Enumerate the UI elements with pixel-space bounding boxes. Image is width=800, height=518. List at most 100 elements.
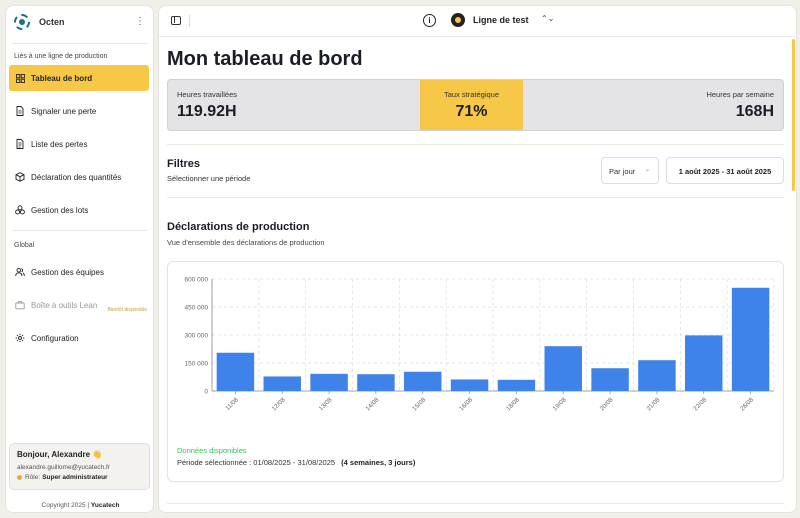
x-tick-label: 22/08 [692, 396, 708, 412]
x-tick-label: 19/08 [552, 396, 568, 412]
stat-value: 71% [455, 103, 488, 120]
sidebar-toggle-icon[interactable] [171, 16, 181, 25]
x-tick-label: 16/08 [458, 396, 474, 412]
more-options-icon[interactable]: ⋮ [135, 16, 145, 27]
x-tick-label: 12/08 [271, 396, 287, 412]
period-duration: (4 semaines, 3 jours) [341, 458, 416, 467]
user-greeting: Bonjour, Alexandre 👋 [17, 450, 103, 459]
x-tick-label: 20/08 [599, 396, 615, 412]
sidebar-item-lean-toolbox: Boîte à outils Lean Bientôt disponible [9, 292, 149, 318]
x-tick-label: 15/08 [411, 396, 427, 412]
chart-bar [685, 335, 723, 391]
sidebar-item-label: Boîte à outils Lean [31, 300, 98, 310]
user-email: alexandre.guillome@yucatech.fr [17, 464, 110, 471]
page-title: Mon tableau de bord [167, 48, 363, 70]
chart-bar [263, 376, 301, 391]
sidebar-item-dashboard[interactable]: Tableau de bord [9, 65, 149, 91]
sidebar-item-label: Tableau de bord [31, 73, 93, 83]
y-tick-label: 0 [204, 389, 208, 396]
production-subtitle: Vue d'ensemble des déclarations de produ… [167, 238, 325, 247]
section-global: Global [14, 242, 35, 249]
box-icon [15, 172, 25, 182]
divider [12, 43, 147, 44]
sidebar-header: Octen ⋮ [6, 7, 153, 37]
sidebar-item-label: Configuration [31, 333, 79, 343]
production-title: Déclarations de production [167, 221, 310, 233]
scrollbar[interactable] [792, 39, 795, 191]
production-bar-chart: 0 150 000 300 000 450 000 600 000 11/08 12/08 1… [185, 277, 775, 412]
selected-period: Période sélectionnée : 01/08/2025 - 31/0… [177, 458, 415, 467]
copyright-brand: Yucatech [90, 502, 120, 509]
production-line-icon [451, 13, 465, 27]
user-role: Rôle: Super administrateur [17, 474, 142, 481]
chart-bar [731, 287, 770, 391]
role-dot-icon [17, 475, 22, 480]
chart-bar [310, 373, 348, 391]
chart-bar [357, 374, 395, 391]
dashboard-icon [15, 73, 25, 83]
chart-bar [544, 346, 582, 391]
sidebar: Octen ⋮ Liés à une ligne de production T… [5, 5, 154, 513]
sidebar-item-configuration[interactable]: Configuration [9, 325, 149, 351]
x-tick-label: 18/08 [505, 396, 521, 412]
y-tick-label: 600 000 [185, 277, 209, 284]
chart-bar [450, 379, 489, 391]
stat-label: Heures travaillées [177, 90, 238, 99]
date-range-picker[interactable]: 1 août 2025 - 31 août 2025 [666, 157, 784, 184]
sidebar-item-label: Signaler une perte [31, 106, 97, 116]
gear-icon [15, 333, 25, 343]
chart-bar [497, 379, 536, 391]
filters-subtitle: Sélectionner une période [167, 174, 251, 183]
file-list-icon [15, 139, 25, 149]
section-production-line: Liés à une ligne de production [14, 53, 108, 60]
divider [189, 15, 190, 27]
y-tick-label: 150 000 [185, 361, 209, 368]
data-available-label: Données disponibles [177, 446, 247, 455]
app-name: Octen [39, 17, 65, 27]
production-chart-card: 0 150 000 300 000 450 000 600 000 11/08 12/08 1… [167, 261, 784, 482]
divider [12, 230, 147, 231]
chart-bar [404, 371, 442, 391]
info-icon[interactable]: i [423, 14, 436, 27]
sidebar-item-lot-management[interactable]: Gestion des lots [9, 197, 149, 223]
users-icon [15, 267, 25, 277]
octen-logo [14, 14, 30, 30]
stat-hours-per-week: Heures par semaine 168H [706, 90, 774, 140]
stat-label: Heures par semaine [706, 90, 774, 99]
sidebar-item-loss-list[interactable]: Liste des pertes [9, 131, 149, 157]
granularity-select[interactable]: Par jour ⌄ [601, 157, 659, 184]
sidebar-item-report-loss[interactable]: Signaler une perte [9, 98, 149, 124]
production-line-selector[interactable]: Ligne de test [473, 15, 529, 25]
role-value: Super administrateur [42, 474, 108, 481]
sidebar-item-label: Déclaration des quantités [31, 172, 122, 182]
stat-strategic-rate: Taux stratégique 71% [420, 80, 523, 130]
y-tick-label: 450 000 [185, 305, 209, 312]
chevron-down-icon: ⌄ [644, 167, 650, 173]
stats-panel: Heures travaillées 119.92H Taux stratégi… [167, 79, 784, 131]
file-icon [15, 106, 25, 116]
briefcase-icon [15, 300, 25, 310]
divider [167, 144, 784, 145]
filters-title: Filtres [167, 158, 201, 170]
granularity-value: Par jour [609, 167, 636, 176]
chart-bar [638, 360, 676, 391]
role-label: Rôle: [25, 474, 41, 481]
stat-value: 168H [735, 103, 774, 120]
user-card[interactable]: Bonjour, Alexandre 👋 alexandre.guillome@… [9, 443, 150, 490]
x-tick-label: 26/08 [739, 396, 755, 412]
x-tick-label: 21/08 [645, 396, 661, 412]
sidebar-item-quantity-declaration[interactable]: Déclaration des quantités [9, 164, 149, 190]
x-tick-label: 14/08 [364, 396, 380, 412]
copyright: Copyright 2025 | Yucatech [6, 502, 155, 509]
divider [167, 503, 784, 504]
sidebar-item-label: Gestion des équipes [31, 267, 104, 277]
topbar: i Ligne de test ⌃⌄ [159, 6, 796, 37]
boxes-icon [15, 205, 25, 215]
chevron-updown-icon[interactable]: ⌃⌄ [541, 14, 555, 23]
stat-label: Taux stratégique [443, 90, 500, 99]
stat-hours-worked: Heures travaillées 119.92H [177, 90, 237, 140]
sidebar-item-label: Liste des pertes [31, 139, 88, 149]
coming-soon-badge: Bientôt disponible [107, 307, 147, 313]
divider [167, 197, 784, 198]
sidebar-item-team-management[interactable]: Gestion des équipes [9, 259, 149, 285]
